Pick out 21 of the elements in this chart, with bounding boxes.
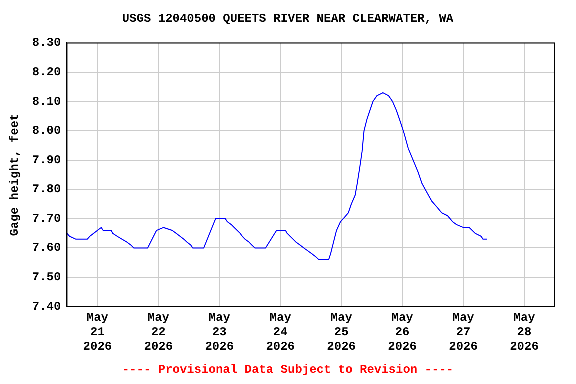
y-tick-label: 7.40 [32,300,62,314]
chart-title: USGS 12040500 QUEETS RIVER NEAR CLEARWATER, WA [121,11,455,28]
y-tick-label: 7.90 [32,153,62,168]
y-tick-label: 7.60 [32,241,62,256]
y-tick-label: 8.30 [32,36,62,50]
y-axis-title: Gage height, feet [8,114,22,236]
text: ---- Provisional Data Subject to Revision ---- [121,362,455,379]
x-tick-label: May 27 2026 [449,311,478,354]
y-tick-label: 7.80 [32,182,62,197]
x-tick-label: May 21 2026 [83,311,112,354]
y-tick-label: 8.10 [32,94,62,109]
x-tick-label: May 28 2026 [510,311,539,354]
y-tick-label: 7.50 [32,270,62,285]
y-tick-label: 8.20 [32,66,62,80]
x-tick-label: May 26 2026 [388,311,417,354]
x-tick-label: May 25 2026 [327,311,356,354]
y-tick-label: 7.70 [32,212,62,226]
x-tick-label: May 24 2026 [266,311,296,354]
x-tick-label: May 23 2026 [205,311,234,354]
y-tick-label: 8.00 [32,124,62,138]
x-tick-label: May 22 2026 [144,311,174,354]
